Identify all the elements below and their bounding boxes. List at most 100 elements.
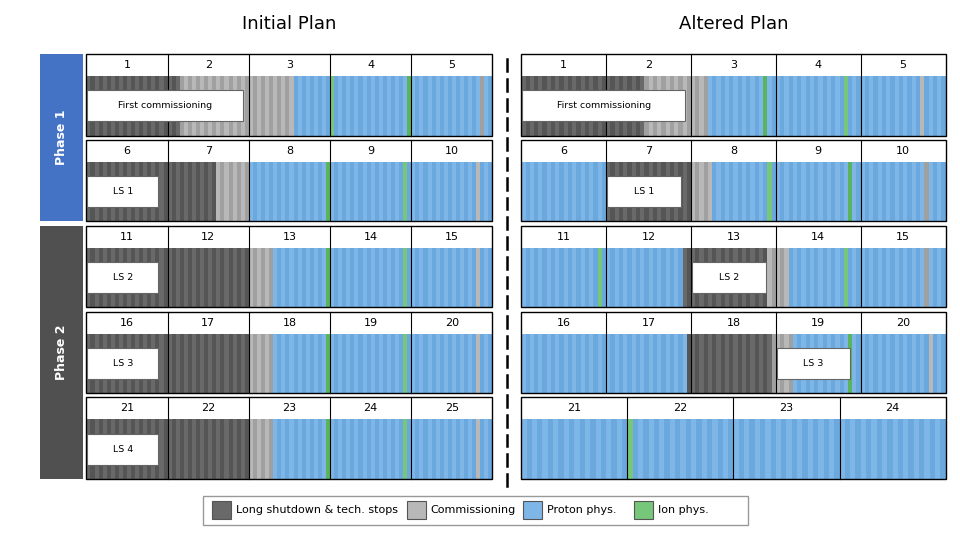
Bar: [534, 334, 539, 393]
Bar: [712, 334, 717, 393]
Bar: [589, 334, 593, 393]
Bar: [90, 162, 95, 221]
Bar: [383, 76, 387, 136]
Bar: [539, 334, 542, 393]
Bar: [444, 248, 448, 307]
Bar: [876, 420, 882, 479]
Bar: [681, 420, 685, 479]
Text: Initial Plan: Initial Plan: [242, 15, 337, 33]
Bar: [700, 334, 704, 393]
Bar: [354, 162, 359, 221]
Text: 8: 8: [730, 146, 737, 156]
Bar: [119, 334, 123, 393]
Bar: [152, 334, 156, 393]
Bar: [290, 162, 294, 221]
Bar: [269, 248, 274, 307]
Bar: [103, 248, 107, 307]
Text: 9: 9: [815, 146, 822, 156]
Bar: [525, 162, 530, 221]
Bar: [403, 76, 407, 136]
Bar: [638, 420, 643, 479]
Bar: [521, 397, 946, 479]
Bar: [301, 334, 306, 393]
Bar: [903, 334, 907, 393]
Bar: [780, 248, 784, 307]
Bar: [281, 162, 285, 221]
Bar: [539, 76, 542, 136]
Bar: [107, 248, 111, 307]
Bar: [221, 76, 225, 136]
Bar: [877, 162, 882, 221]
Bar: [865, 162, 870, 221]
Bar: [640, 76, 644, 136]
Bar: [354, 420, 359, 479]
Bar: [903, 420, 909, 479]
Text: 25: 25: [444, 403, 459, 414]
Bar: [767, 76, 772, 136]
Bar: [797, 334, 802, 393]
Bar: [805, 334, 810, 393]
Bar: [330, 420, 334, 479]
Text: 12: 12: [202, 232, 215, 242]
Bar: [606, 162, 611, 221]
Bar: [379, 162, 383, 221]
Bar: [119, 420, 123, 479]
Bar: [788, 334, 793, 393]
Bar: [521, 248, 526, 307]
Bar: [94, 248, 99, 307]
Bar: [733, 162, 738, 221]
Bar: [342, 76, 347, 136]
Bar: [399, 248, 403, 307]
Bar: [805, 76, 810, 136]
Bar: [245, 162, 249, 221]
Bar: [387, 248, 391, 307]
Bar: [132, 334, 135, 393]
Bar: [733, 420, 739, 479]
Bar: [737, 76, 742, 136]
Bar: [476, 420, 481, 479]
Bar: [99, 248, 103, 307]
Bar: [476, 334, 481, 393]
Bar: [728, 420, 733, 479]
Bar: [192, 248, 196, 307]
Bar: [225, 248, 228, 307]
Bar: [814, 248, 819, 307]
Bar: [480, 420, 485, 479]
Bar: [810, 334, 814, 393]
Bar: [683, 162, 687, 221]
Bar: [110, 334, 115, 393]
Bar: [156, 420, 159, 479]
Bar: [464, 248, 468, 307]
Bar: [695, 248, 700, 307]
Bar: [257, 248, 261, 307]
Bar: [156, 248, 159, 307]
Bar: [551, 334, 556, 393]
Bar: [767, 248, 772, 307]
Bar: [560, 248, 564, 307]
Text: LS 1: LS 1: [112, 187, 132, 196]
Bar: [861, 162, 865, 221]
FancyBboxPatch shape: [87, 262, 158, 293]
Bar: [555, 76, 560, 136]
Bar: [542, 162, 547, 221]
Bar: [90, 420, 95, 479]
Bar: [839, 162, 844, 221]
Bar: [788, 248, 793, 307]
Bar: [147, 248, 152, 307]
Bar: [831, 334, 835, 393]
Bar: [585, 162, 589, 221]
Bar: [725, 334, 730, 393]
Bar: [525, 334, 530, 393]
Bar: [249, 420, 253, 479]
Text: Proton phys.: Proton phys.: [547, 505, 616, 515]
Bar: [661, 334, 665, 393]
Bar: [94, 420, 99, 479]
Bar: [305, 162, 310, 221]
Bar: [318, 334, 323, 393]
Bar: [750, 420, 755, 479]
Bar: [305, 76, 310, 136]
Bar: [827, 162, 831, 221]
Bar: [759, 248, 763, 307]
Bar: [670, 334, 674, 393]
Bar: [86, 76, 90, 136]
